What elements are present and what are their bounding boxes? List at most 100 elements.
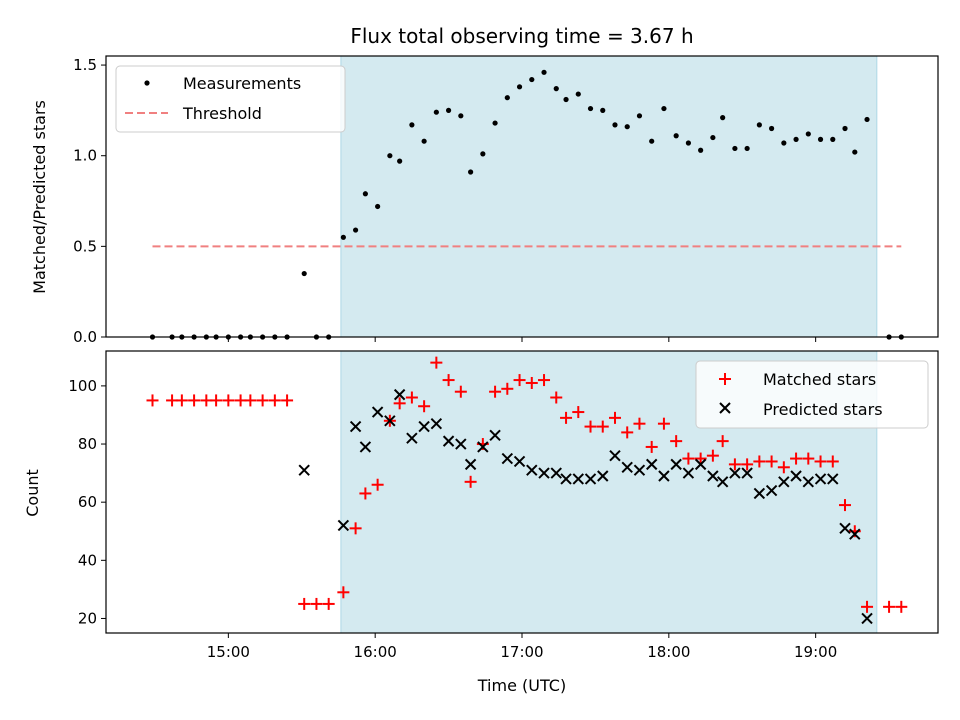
predicted-star-point [814,473,827,485]
predicted-star-point [584,473,597,485]
measurement-point [492,120,498,126]
bottom-y-tick-label: 80 [78,435,97,453]
matched-star-point [513,374,526,387]
matched-star-point [706,449,719,462]
matched-star-point [322,597,335,610]
matched-star-point [501,382,514,395]
matched-star-point [405,391,418,404]
measurement-point [600,107,606,113]
measurement-point [504,95,510,101]
measurement-point [362,191,368,197]
predicted-star-point [861,612,873,625]
legend-predicted-label: Predicted stars [763,400,883,419]
predicted-star-point [572,473,584,485]
legend-predicted-marker [719,402,731,414]
predicted-star-point [707,470,719,482]
predicted-star-point [670,458,682,471]
predicted-star-point [682,467,695,479]
predicted-star-point [337,519,350,532]
matched-star-point [430,356,443,369]
predicted-star-point [550,467,562,479]
predicted-star-point [753,487,766,500]
matched-star-point [621,426,634,439]
measurement-point [340,234,346,240]
matched-star-point [716,435,729,448]
matched-star-point [538,374,551,387]
measurement-point [587,105,594,112]
measurement-point [541,69,547,75]
measurement-point [397,158,403,164]
measurement-point [732,145,738,152]
predicted-star-point [633,464,646,476]
measurement-point [445,107,452,113]
measurement-point [575,91,581,97]
top-axes-frame [105,55,939,338]
legend-measurements-label: Measurements [183,74,301,93]
predicted-star-point [790,470,802,482]
matched-star-point [777,461,790,474]
predicted-star-point [513,455,526,468]
matched-star-point [550,391,563,404]
x-tick-label: 17:00 [500,643,543,661]
matched-star-point [670,435,683,448]
measurement-point [710,134,716,141]
matched-star-point [337,586,350,599]
measurement-point [375,203,381,210]
top-shaded-span [340,55,878,338]
matched-star-point [560,411,573,424]
measurement-point [563,96,569,103]
predicted-star-point [501,452,514,465]
measurement-point [516,84,523,90]
measurement-point [409,122,415,128]
top-y-ticks: 0.0 0.5 1.0 1.5 [73,56,106,346]
bottom-legend-box [695,360,929,429]
measurement-points [149,69,904,340]
matched-star-point [175,394,188,407]
predicted-star-point [765,484,778,497]
predicted-star-point [418,420,430,433]
bottom-panel: 20 40 60 80 100 15:00 16:00 17:00 18:00 19:00 Co… [23,350,939,695]
predicted-star-point [839,522,851,535]
measurement-point [673,133,679,139]
matched-star-point [861,600,874,613]
predicted-star-point [526,464,538,476]
top-legend: Measurements Threshold [115,65,346,133]
top-legend-box [115,65,346,133]
predicted-star-points [298,388,873,625]
bottom-y-tick-label: 40 [78,551,97,569]
bottom-x-ticks: 15:00 16:00 17:00 18:00 19:00 [207,633,837,661]
matched-star-point [645,440,658,453]
predicted-star-point [359,441,372,453]
measurement-point [636,113,643,119]
bottom-y-tick-label: 60 [78,493,97,511]
bottom-y-ticks: 20 40 60 80 100 [68,377,106,627]
predicted-star-point [827,473,839,485]
predicted-star-point [538,467,550,479]
predicted-star-point [442,435,455,447]
matched-star-point [839,499,852,512]
chart-title: Flux total observing time = 3.67 h [350,24,693,48]
predicted-star-point [371,406,384,418]
measurement-point [624,124,630,130]
matched-star-point [418,400,431,413]
predicted-star-point [778,476,790,488]
measurement-point [698,147,704,153]
matched-star-point [608,411,621,424]
matched-star-point [572,406,585,419]
matched-star-point [525,376,538,389]
measurement-point [553,86,559,92]
measurement-point [458,113,464,119]
matched-star-point [393,397,406,410]
legend-matched-marker [719,373,731,385]
measurement-point [685,140,692,146]
matched-star-point [826,455,839,468]
measurement-point [842,125,848,132]
matched-star-point [464,475,477,488]
matched-star-point [298,597,311,610]
matched-star-point [584,420,597,433]
matched-star-point [657,417,670,430]
matched-star-point [310,597,323,610]
top-y-tick-label: 0.0 [73,328,97,346]
legend-matched-label: Matched stars [763,370,876,389]
measurement-point [864,116,870,123]
